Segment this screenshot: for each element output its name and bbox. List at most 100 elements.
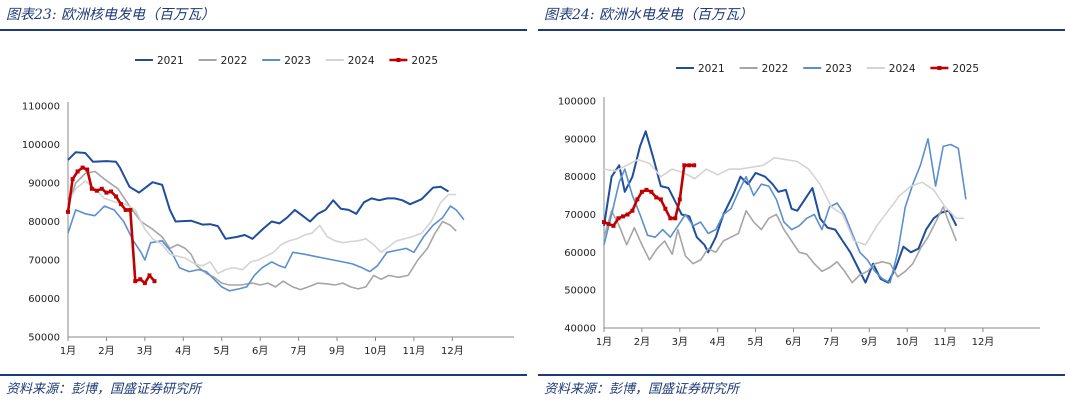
- source-note: 资料来源：彭博，国盛证券研究所: [6, 382, 202, 397]
- data-point-2025: [142, 281, 147, 286]
- source-note: 资料来源：彭博，国盛证券研究所: [544, 382, 740, 397]
- x-tick-label: 10月: [896, 336, 919, 348]
- legend-label-2025: 2025: [411, 55, 438, 67]
- data-point-2025: [625, 212, 630, 217]
- x-tick-label: 3月: [672, 336, 688, 348]
- series-line-2024: [67, 180, 457, 275]
- data-point-2025: [639, 189, 644, 194]
- legend-label-2022: 2022: [221, 55, 248, 67]
- x-tick-label: 12月: [441, 345, 464, 357]
- data-point-2025: [654, 195, 659, 200]
- source-rule: [538, 374, 1065, 376]
- data-point-2025: [692, 163, 697, 168]
- legend-marker-2025: [396, 58, 401, 62]
- data-point-2025: [133, 279, 138, 284]
- x-tick-label: 7月: [823, 336, 839, 348]
- data-point-2025: [123, 207, 128, 212]
- x-tick-label: 11月: [934, 336, 957, 348]
- data-point-2025: [602, 220, 606, 225]
- y-tick-label: 80000: [28, 217, 60, 228]
- series-line-2024: [603, 157, 964, 246]
- data-point-2025: [85, 167, 90, 172]
- y-tick-label: 90000: [564, 134, 596, 145]
- hydro-figure-panel: 图表24: 欧洲水电发电（百万瓦） 40000 50000 60000 70000 80…: [538, 0, 1065, 403]
- data-point-2025: [114, 194, 119, 199]
- y-tick-label: 50000: [28, 333, 60, 344]
- series-line-2023: [603, 138, 967, 284]
- data-point-2025: [138, 277, 143, 282]
- legend-label-2021: 2021: [698, 63, 725, 75]
- legend-label-2023: 2023: [825, 63, 852, 75]
- data-point-2025: [611, 223, 616, 228]
- hydro-chart: 40000 50000 60000 70000 80000 90000 100000 1月 2月…: [558, 63, 1040, 348]
- y-tick-label: 100000: [22, 140, 60, 151]
- data-point-2025: [673, 216, 678, 221]
- figure-title: 图表24: 欧洲水电发电（百万瓦）: [544, 7, 753, 23]
- x-tick-label: 3月: [137, 345, 153, 357]
- y-tick-label: 70000: [28, 256, 60, 267]
- series-line-2022: [67, 170, 457, 291]
- legend: 2021 2022 2023 2024 2025: [135, 55, 438, 67]
- x-tick-label: 11月: [403, 345, 426, 357]
- y-tick-label: 50000: [564, 286, 596, 297]
- data-point-2025: [75, 169, 80, 174]
- x-tick-label: 1月: [60, 345, 76, 357]
- y-tick-label: 100000: [558, 97, 596, 108]
- series-line-2022: [603, 206, 958, 284]
- data-point-2025: [66, 209, 70, 214]
- x-tick-label: 5月: [214, 345, 230, 357]
- series-line-2021: [603, 130, 958, 284]
- y-tick-label: 110000: [22, 102, 60, 113]
- x-tick-label: 10月: [364, 345, 387, 357]
- data-point-2025: [89, 186, 94, 191]
- data-point-2025: [644, 187, 649, 192]
- data-point-2025: [70, 177, 75, 182]
- x-tick-label: 12月: [972, 336, 995, 348]
- y-tick-label: 80000: [564, 172, 596, 183]
- legend-label-2021: 2021: [157, 55, 184, 67]
- data-point-2025: [663, 206, 668, 211]
- series-line-2021: [67, 151, 450, 240]
- y-tick-label: 60000: [564, 248, 596, 259]
- x-tick-label: 2月: [98, 345, 114, 357]
- title-rule: [0, 29, 527, 31]
- title-rule: [538, 29, 1065, 31]
- x-tick-label: 6月: [785, 336, 801, 348]
- x-tick-label: 5月: [747, 336, 763, 348]
- series-line-2023: [67, 205, 465, 292]
- x-tick-label: 7月: [290, 345, 306, 357]
- data-point-2025: [99, 186, 104, 191]
- data-point-2025: [677, 197, 682, 202]
- data-point-2025: [147, 273, 152, 278]
- legend-label-2024: 2024: [348, 55, 375, 67]
- data-point-2025: [152, 279, 157, 284]
- data-point-2025: [80, 165, 85, 170]
- legend-label-2025: 2025: [952, 63, 979, 75]
- x-tick-label: 6月: [252, 345, 268, 357]
- data-point-2025: [616, 216, 621, 221]
- y-tick-label: 70000: [564, 210, 596, 221]
- data-point-2025: [687, 163, 692, 168]
- legend-label-2023: 2023: [284, 55, 311, 67]
- data-point-2025: [104, 190, 109, 195]
- y-tick-label: 90000: [28, 179, 60, 190]
- data-point-2025: [620, 214, 625, 219]
- x-tick-label: 4月: [175, 345, 191, 357]
- data-point-2025: [128, 207, 133, 212]
- y-tick-label: 60000: [28, 294, 60, 305]
- data-point-2025: [658, 197, 663, 202]
- data-point-2025: [606, 221, 611, 226]
- data-point-2025: [630, 208, 635, 213]
- legend-label-2022: 2022: [762, 63, 789, 75]
- x-tick-label: 4月: [709, 336, 725, 348]
- x-tick-label: 1月: [596, 336, 612, 348]
- data-point-2025: [682, 163, 687, 168]
- nuclear-chart: 50000 60000 70000 80000 90000 100000 110000 1月 2…: [22, 55, 514, 357]
- legend-label-2024: 2024: [889, 63, 916, 75]
- legend-marker-2025: [937, 66, 942, 70]
- data-point-2025: [109, 189, 114, 194]
- data-point-2025: [94, 188, 99, 193]
- data-point-2025: [635, 197, 640, 202]
- legend: 2021 2022 2023 2024 2025: [676, 63, 979, 75]
- nuclear-figure-panel: 图表23: 欧洲核电发电（百万瓦） 50000 60000 70000 80000 90…: [0, 0, 527, 403]
